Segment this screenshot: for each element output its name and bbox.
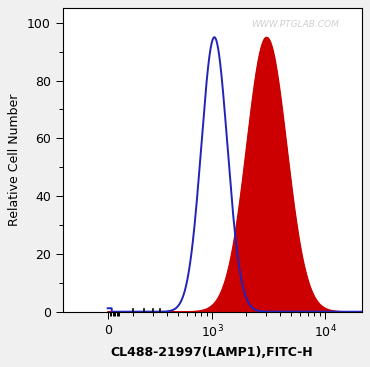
Y-axis label: Relative Cell Number: Relative Cell Number	[9, 94, 21, 226]
Text: WWW.PTGLAB.COM: WWW.PTGLAB.COM	[251, 21, 339, 29]
X-axis label: CL488-21997(LAMP1),FITC-H: CL488-21997(LAMP1),FITC-H	[111, 346, 313, 359]
